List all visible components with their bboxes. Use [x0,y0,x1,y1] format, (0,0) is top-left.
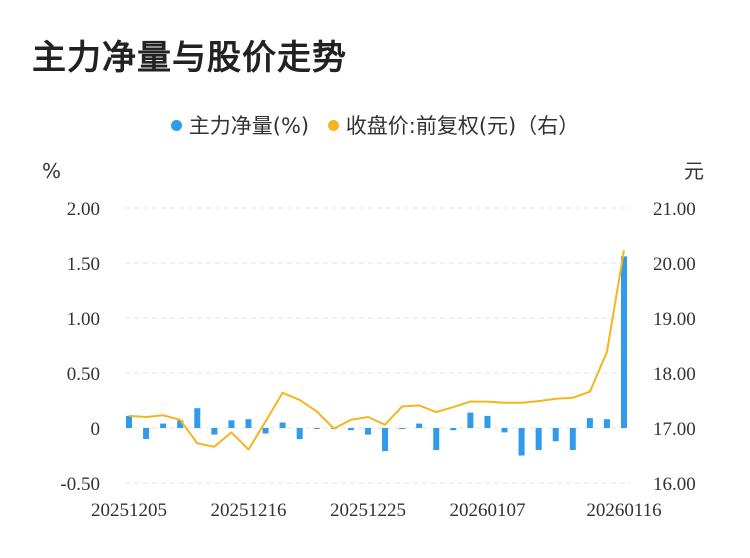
bar-mark[interactable] [501,428,508,433]
price-point[interactable] [536,398,542,404]
price-point[interactable] [211,444,217,450]
bar-mark[interactable] [262,428,269,434]
price-line[interactable] [128,250,625,451]
legend-bar-label: 主力净量(%) [188,114,310,138]
right-axis-tick-label: 21.00 [653,199,696,220]
bar-mark[interactable] [518,428,525,456]
bar-mark[interactable] [245,419,252,428]
price-point[interactable] [160,412,166,418]
bar-mark[interactable] [313,428,320,429]
bar-mark[interactable] [586,418,593,428]
bar-mark[interactable] [126,415,132,428]
legend: 主力净量(%) 收盘价:前复权(元)（右） [0,110,750,140]
price-point[interactable] [263,418,269,424]
price-point[interactable] [587,389,593,395]
left-axis-tick-label: 1.50 [67,254,100,275]
price-point[interactable] [433,409,439,415]
right-axis-tick-label: 19.00 [653,309,696,330]
price-point[interactable] [467,399,473,405]
bar-mark[interactable] [143,428,150,439]
bar-mark[interactable] [535,428,542,450]
bar-mark[interactable] [552,428,559,442]
bar-mark[interactable] [228,420,235,428]
bar-mark[interactable] [347,428,354,431]
bar-mark[interactable] [364,428,371,435]
price-point[interactable] [143,414,149,420]
legend-item-bar[interactable]: 主力净量(%) [170,110,310,140]
price-point[interactable] [348,417,354,423]
right-axis-tick-label: 17.00 [653,419,696,440]
price-point[interactable] [194,440,200,446]
price-point[interactable] [502,400,508,406]
right-axis-tick-label: 16.00 [653,474,696,495]
left-axis-tick-label: -0.50 [60,474,100,495]
price-point[interactable] [621,247,627,253]
bar-mark[interactable] [621,256,627,428]
bar-mark[interactable] [211,428,218,435]
price-point[interactable] [604,349,610,355]
price-point[interactable] [382,422,388,428]
bar-mark[interactable] [296,428,303,439]
legend-bar-marker [170,119,182,131]
x-axis-tick-label: 20251216 [210,500,286,521]
bar-mark[interactable] [450,428,457,431]
bar-mark[interactable] [569,428,576,450]
price-point[interactable] [280,390,286,396]
bar-mark[interactable] [433,428,440,450]
legend-item-line[interactable]: 收盘价:前复权(元)（右） [327,110,580,140]
price-point[interactable] [519,400,525,406]
bar-mark[interactable] [467,412,474,428]
chart-title: 主力净量与股价走势 [32,38,347,78]
price-point[interactable] [297,397,303,403]
price-point[interactable] [553,396,559,402]
price-point[interactable] [228,429,234,435]
x-axis-tick-label: 20251225 [330,500,406,521]
bar-mark[interactable] [177,420,184,428]
right-axis-tick-label: 18.00 [653,364,696,385]
price-point[interactable] [450,404,456,410]
left-axis-tick-label: 0.50 [67,364,100,385]
left-axis-tick-label: 0 [91,419,101,440]
left-axis-tick-label: 1.00 [67,309,100,330]
right-axis-unit: 元 [684,159,704,183]
bar-mark[interactable] [484,415,491,428]
x-axis-tick-label: 20251205 [91,500,167,521]
bar-mark[interactable] [399,428,406,429]
right-axis-tick-label: 20.00 [653,254,696,275]
price-point[interactable] [126,413,132,419]
legend-line-label: 收盘价:前复权(元)（右） [345,114,580,138]
bar-mark[interactable] [416,423,423,428]
bar-mark[interactable] [279,422,286,429]
left-axis-unit: % [42,159,61,183]
price-point[interactable] [331,426,337,432]
price-point[interactable] [245,446,251,452]
price-point[interactable] [177,417,183,423]
bar-mark[interactable] [160,423,167,428]
left-axis-tick-label: 2.00 [67,199,100,220]
price-point[interactable] [570,395,576,401]
price-point[interactable] [365,414,371,420]
x-axis-tick-label: 20260107 [449,500,525,521]
x-axis-tick-label: 20260116 [586,500,661,521]
legend-line-marker [327,119,339,131]
bar-mark[interactable] [603,419,610,428]
bar-mark[interactable] [382,428,389,452]
price-point[interactable] [314,409,320,415]
bar-mark[interactable] [194,408,201,428]
price-point[interactable] [484,399,490,405]
price-point[interactable] [399,404,405,410]
price-point[interactable] [416,402,422,408]
